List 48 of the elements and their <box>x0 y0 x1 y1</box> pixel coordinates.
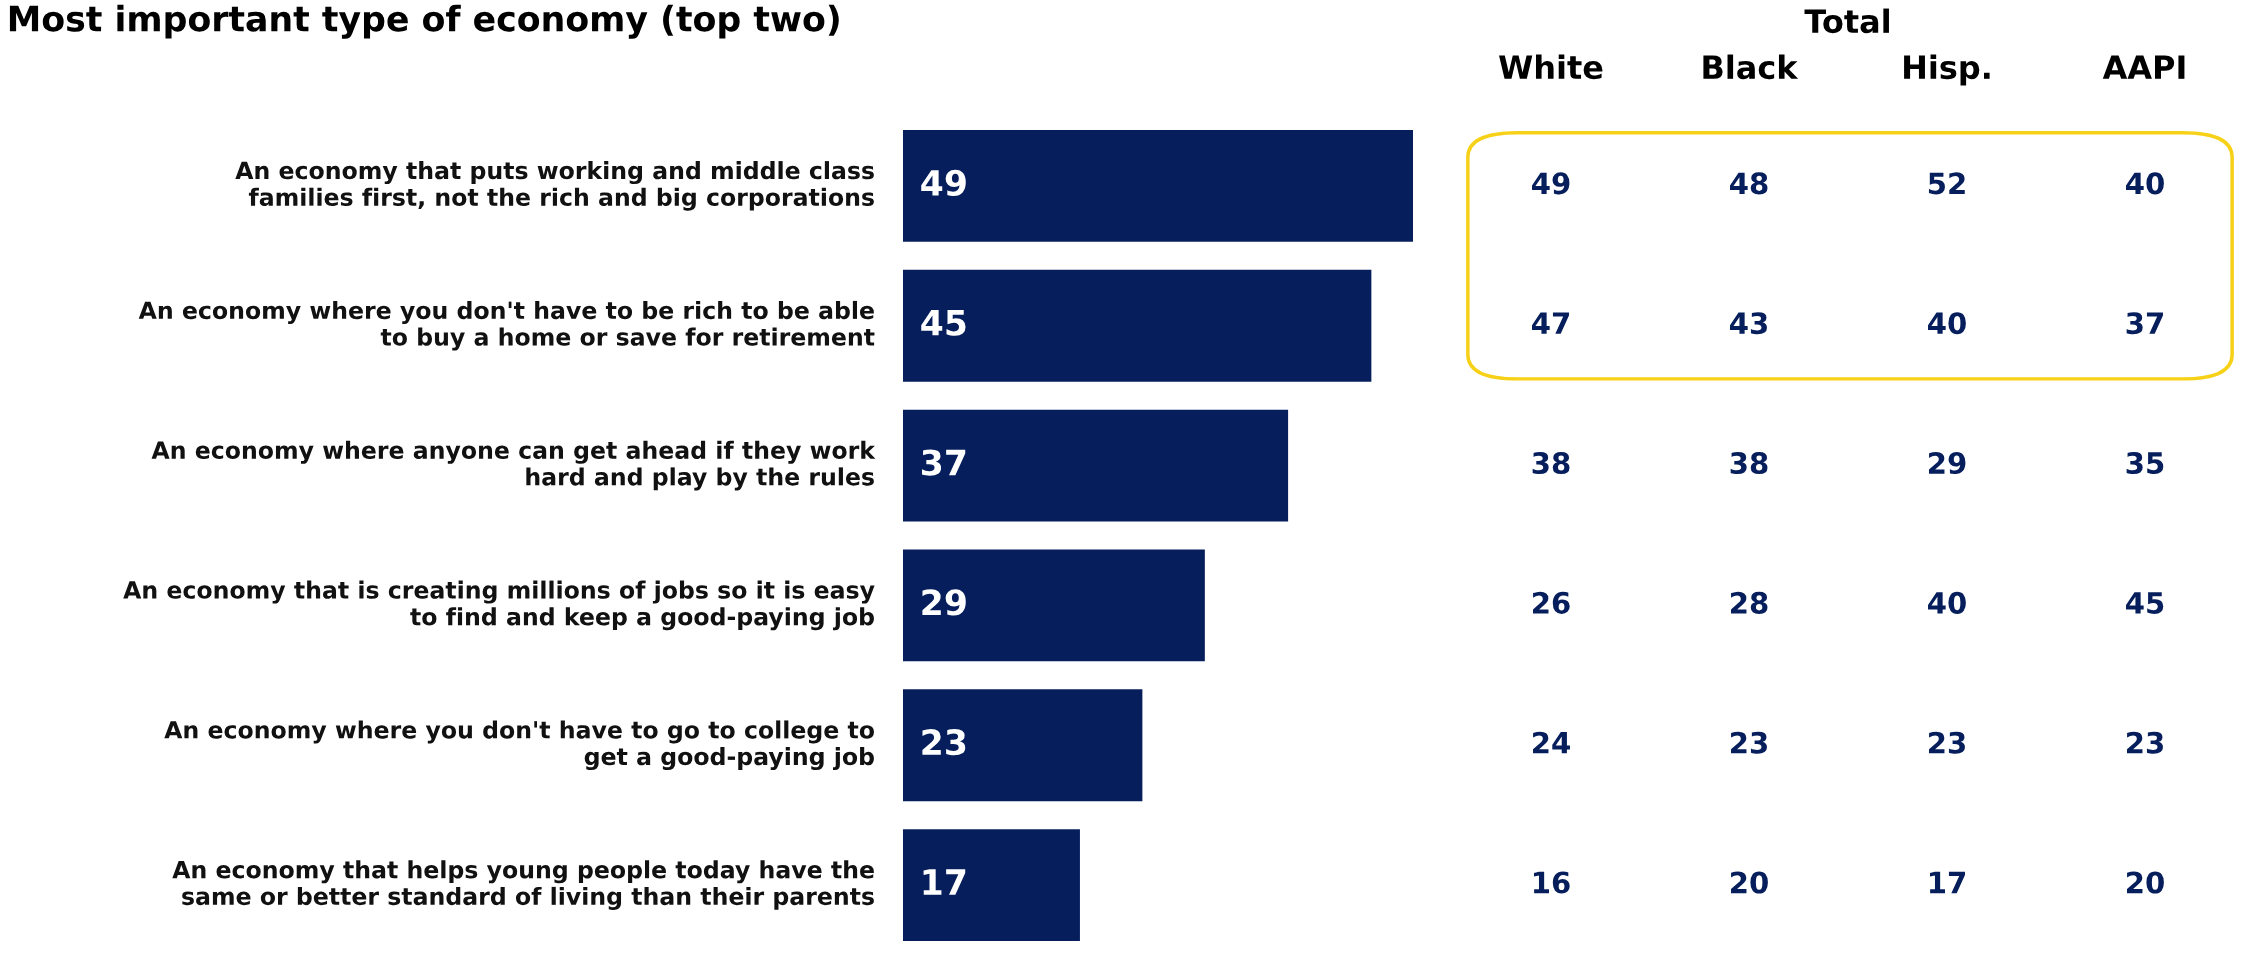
data-label: 38 <box>1730 451 1768 475</box>
data-label: 35 <box>2126 451 2164 475</box>
data-label: 38 <box>1532 451 1570 475</box>
y-tick-label: An economy where you don't have to go to college to get a good-paying job <box>164 720 874 771</box>
bar <box>903 829 1080 942</box>
data-label: 23 <box>2127 731 2163 754</box>
data-label: 24 <box>1533 731 1570 754</box>
bar <box>903 269 1372 382</box>
y-tick-label: An economy that helps young people today have the same or better standard of living than their parents <box>172 860 874 910</box>
data-label: 40 <box>1928 312 1966 335</box>
x-tick-label: AAPI <box>2102 55 2185 79</box>
data-label: 49 <box>921 169 966 196</box>
data-label: 45 <box>2126 592 2164 614</box>
chart-title: Total <box>1804 8 1889 34</box>
data-label: 16 <box>1534 871 1570 894</box>
text: Most important type of economy (top two) <box>9 4 839 39</box>
data-label: 37 <box>2126 312 2163 335</box>
y-tick-label: An economy where you don't have to be rich to be able to buy a home or save for retirement <box>138 300 875 351</box>
data-label: 20 <box>1731 871 1768 894</box>
data-label: 47 <box>1532 312 1569 334</box>
data-label: 40 <box>2126 172 2164 195</box>
y-tick-label: An economy that is creating millions of jobs so it is easy to find and keep a good-paying job <box>123 580 875 631</box>
data-label: 37 <box>921 449 966 476</box>
bar <box>903 409 1289 522</box>
data-label: 23 <box>1731 731 1767 754</box>
data-label: 17 <box>1930 871 1965 894</box>
data-label: 45 <box>921 310 966 336</box>
y-tick-label: An economy that puts working and middle class families first, not the rich and big corporations <box>235 161 874 211</box>
data-label: 26 <box>1533 591 1570 614</box>
data-label: 40 <box>1928 591 1966 614</box>
data-label: 52 <box>1928 172 1965 195</box>
data-label: 48 <box>1730 172 1768 195</box>
data-label: 23 <box>922 729 966 756</box>
data-label: 23 <box>1929 731 1965 754</box>
x-tick-label: Black <box>1703 54 1799 80</box>
bar <box>903 129 1413 242</box>
data-label: 17 <box>923 869 966 895</box>
data-label: 29 <box>922 589 966 616</box>
data-label: 29 <box>1929 451 1966 475</box>
data-label: 49 <box>1532 172 1570 195</box>
y-tick-label: An economy where anyone can get ahead if they work hard and play by the rules <box>151 440 876 491</box>
bar <box>903 689 1143 802</box>
x-tick-label: Hisp. <box>1904 54 1990 86</box>
bar <box>903 549 1205 662</box>
x-tick-label: White <box>1499 54 1603 80</box>
data-label: 28 <box>1731 591 1768 614</box>
data-label: 20 <box>2127 871 2164 894</box>
data-label: 43 <box>1730 312 1767 335</box>
